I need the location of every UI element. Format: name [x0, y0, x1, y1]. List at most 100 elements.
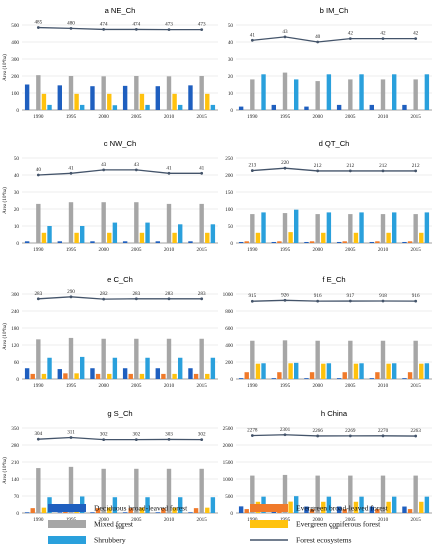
line-point — [381, 299, 385, 303]
y-tick-label: 100 — [11, 91, 19, 97]
x-axis-label: Year — [329, 525, 339, 531]
bar-shrub — [326, 212, 332, 243]
bar-mixed — [250, 79, 255, 110]
x-tick-label: 2015 — [196, 114, 207, 120]
bar-evergreen_conifer — [41, 232, 47, 243]
x-tick-label: 2000 — [98, 517, 109, 523]
legend-swatch — [250, 520, 288, 528]
line-point — [348, 434, 352, 438]
line-point — [69, 171, 73, 175]
bar-deciduous — [122, 241, 128, 243]
legend-swatch — [250, 504, 288, 512]
bar-shrub — [359, 74, 364, 110]
bar-mixed — [68, 202, 74, 243]
y-tick-label: 1000 — [223, 292, 234, 298]
y-tick-label: 200 — [225, 173, 233, 179]
data-label: 480 — [67, 20, 75, 26]
bar-deciduous — [122, 512, 128, 513]
bar-evergreen_conifer — [41, 507, 47, 513]
line-point — [381, 37, 385, 40]
bar-evergreen_broad — [128, 373, 133, 379]
data-label: 283 — [132, 291, 140, 297]
bar-deciduous — [238, 241, 244, 243]
bar-evergreen_conifer — [419, 363, 424, 379]
x-tick-label: 2000 — [98, 383, 109, 389]
x-tick-label: 2015 — [196, 517, 207, 523]
y-tick-label: 50 — [228, 224, 234, 230]
bar-evergreen_broad — [161, 373, 166, 379]
y-tick-label: 400 — [225, 343, 233, 349]
bar-deciduous — [188, 85, 193, 110]
line-point — [414, 299, 418, 303]
line-point — [69, 27, 73, 30]
bar-evergreen_broad — [244, 372, 249, 379]
line-point — [69, 295, 73, 299]
bar-evergreen_conifer — [321, 232, 326, 243]
bar-shrub — [80, 356, 85, 379]
data-label: 212 — [346, 163, 354, 169]
bar-mixed — [36, 339, 41, 379]
line-point — [36, 173, 40, 177]
x-tick-label: 1995 — [66, 383, 77, 389]
data-label: 917 — [346, 293, 354, 299]
panel-title: c NW_Ch — [104, 139, 137, 148]
bar-deciduous — [336, 506, 342, 513]
y-tick-label: 240 — [11, 309, 19, 315]
data-label: 2263 — [410, 428, 421, 434]
bar-deciduous — [238, 378, 244, 379]
bar-mixed — [380, 475, 386, 513]
bar-shrub — [392, 212, 397, 243]
bar-shrub — [392, 74, 397, 110]
bar-mixed — [282, 213, 288, 243]
bar-deciduous — [90, 512, 95, 513]
bar-shrub — [178, 497, 183, 513]
line-point — [200, 171, 204, 175]
bar-shrub — [359, 212, 364, 243]
bar-evergreen_conifer — [172, 507, 177, 513]
bar-mixed — [315, 81, 320, 110]
y-tick-label: 280 — [11, 443, 19, 449]
bar-mixed — [166, 76, 172, 110]
y-tick-label: 600 — [225, 326, 233, 332]
x-tick-label: 2010 — [378, 383, 389, 389]
bar-evergreen_conifer — [255, 232, 261, 243]
data-label: 43 — [134, 162, 140, 168]
data-label: 485 — [34, 20, 42, 26]
bar-mixed — [282, 474, 288, 513]
data-label: 40 — [315, 34, 321, 40]
bar-deciduous — [336, 378, 342, 379]
bar-evergreen_broad — [277, 372, 282, 379]
y-tick-label: 10 — [228, 91, 234, 97]
data-label: 40 — [36, 167, 42, 173]
x-tick-label: 2015 — [410, 383, 421, 389]
bar-evergreen_conifer — [205, 93, 210, 110]
panel-title: b IM_Ch — [320, 6, 349, 15]
x-tick-label: 1990 — [33, 114, 44, 120]
x-tick-label: 2010 — [164, 114, 175, 120]
y-tick-label: 0 — [16, 241, 19, 247]
bar-shrub — [112, 222, 118, 243]
line-point — [348, 169, 352, 173]
chart-panel-7: h China050010001500200025001990199520002… — [223, 409, 432, 531]
bar-shrub — [261, 74, 266, 110]
line-point — [200, 297, 204, 301]
bar-evergreen_broad — [407, 372, 413, 379]
bar-mixed — [413, 475, 418, 513]
x-tick-label: 2000 — [312, 114, 323, 120]
bar-deciduous — [24, 84, 30, 110]
line-forest-ecosystems — [38, 26, 202, 31]
panel-title: h China — [321, 409, 348, 418]
x-tick-label: 2000 — [312, 247, 323, 253]
bar-mixed — [36, 75, 41, 110]
bar-evergreen_conifer — [353, 501, 359, 513]
panel-title: g S_Ch — [107, 409, 132, 418]
bar-evergreen_broad — [244, 509, 249, 513]
bar-deciduous — [271, 241, 276, 243]
x-tick-label: 2000 — [312, 383, 323, 389]
data-label: 926 — [281, 292, 289, 298]
bar-deciduous — [122, 368, 128, 379]
bar-shrub — [80, 226, 85, 243]
legend-label: Mixed forest — [94, 520, 134, 529]
bar-evergreen_broad — [342, 241, 347, 243]
line-point — [36, 297, 40, 301]
